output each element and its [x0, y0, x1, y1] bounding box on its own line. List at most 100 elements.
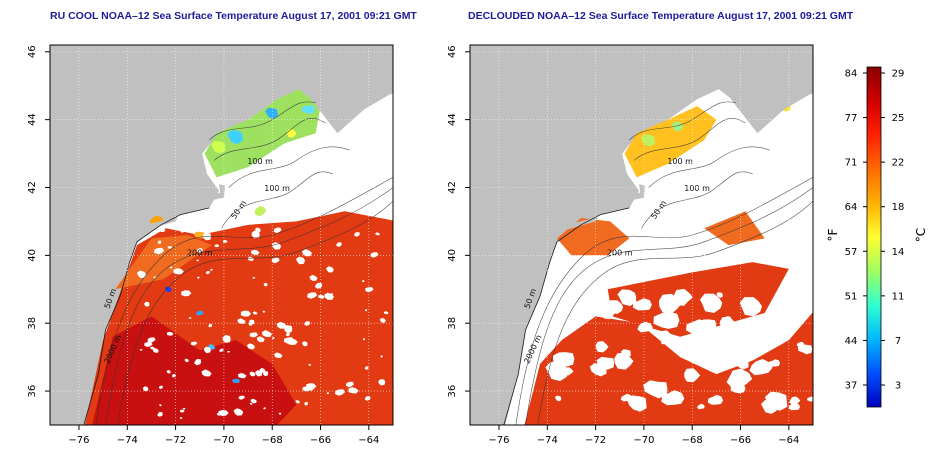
colorbar-label-f: 57	[845, 247, 858, 258]
cloud-speckle	[142, 386, 149, 392]
celsius-label: °C	[914, 228, 928, 242]
cloud-speckle	[383, 311, 389, 315]
cloud-speckle	[208, 323, 213, 328]
colorbar-label-f: 44	[845, 336, 858, 347]
colorbar-label-f: 84	[845, 69, 858, 80]
cold-eddy	[165, 286, 172, 293]
cloud-speckle	[167, 246, 173, 249]
colorbar-label-c: 18	[892, 202, 905, 213]
cloud-speckle	[194, 359, 202, 366]
cloud-gap	[595, 341, 609, 353]
mid-patch	[704, 211, 765, 246]
cloud-speckle	[262, 310, 266, 313]
cloud-speckle	[271, 242, 282, 250]
cloud-speckle	[180, 229, 185, 233]
cloud-gap	[697, 403, 705, 410]
contour-label: 100 m	[264, 184, 290, 193]
cloud-speckle	[379, 317, 386, 323]
depth-contour	[95, 177, 393, 425]
contour-label: 100 m	[684, 184, 710, 193]
cloud-speckle	[249, 402, 253, 405]
cloud-speckle	[302, 249, 312, 257]
cloud-speckle	[238, 373, 247, 379]
cloud-speckle	[173, 268, 184, 275]
cloud-speckle	[274, 352, 283, 358]
cloud-speckle	[196, 259, 200, 262]
cloud-speckle	[179, 417, 183, 419]
cloud-gap	[769, 308, 780, 317]
cloud-gap	[637, 321, 653, 333]
cloud-speckle	[254, 227, 261, 233]
cold-eddy	[195, 310, 204, 316]
depth-contour	[221, 171, 333, 229]
cloud-gap	[789, 396, 801, 405]
depth-contour	[525, 187, 813, 425]
cloud-speckle	[153, 276, 156, 279]
warm-water	[524, 312, 813, 425]
depth-contour	[641, 171, 753, 229]
colorbar-label-c: 22	[892, 158, 905, 169]
y-tick-label: 46	[447, 45, 458, 58]
cloud-speckle	[233, 408, 244, 416]
cloud-speckle	[362, 280, 365, 283]
cloud-speckle	[184, 358, 189, 363]
cloud-speckle	[318, 294, 325, 299]
x-tick-label: −64	[358, 435, 379, 446]
y-tick-label: 44	[447, 113, 458, 126]
fahrenheit-label: °F	[826, 228, 840, 241]
right-map-title: DECLOUDED NOAA–12 Sea Surface Temperatur…	[468, 10, 854, 22]
y-tick-label: 38	[27, 317, 38, 330]
cloud-speckle	[261, 330, 273, 337]
cloud-speckle	[150, 346, 155, 350]
depth-contour	[515, 177, 813, 425]
cloud-speckle	[326, 266, 334, 273]
y-tick-label: 46	[27, 45, 38, 58]
cloud-speckle	[157, 240, 162, 245]
cloud-gap	[689, 343, 716, 361]
cloud-speckle	[210, 268, 213, 271]
cloud-speckle	[214, 244, 220, 248]
cloud-speckle	[314, 282, 323, 289]
cloud-gap	[607, 300, 624, 314]
cool-water	[624, 106, 717, 178]
cloud-speckle	[263, 282, 268, 287]
colorbar-label-f: 51	[845, 291, 858, 302]
cloud-speckle	[302, 341, 308, 347]
cold-patch	[302, 105, 315, 114]
cloud-gap	[567, 302, 591, 319]
cloud-speckle	[306, 383, 317, 390]
cloud-gap	[768, 359, 781, 367]
cloud-speckle	[263, 407, 266, 410]
cloud-speckle	[252, 311, 258, 315]
cloud-speckle	[238, 395, 245, 400]
cold-patch	[227, 130, 243, 144]
y-tick-label: 44	[27, 113, 38, 126]
cloud-gap	[596, 356, 615, 370]
cloud-speckle	[362, 338, 366, 341]
x-tick-label: −68	[682, 435, 703, 446]
cloud-speckle	[295, 400, 300, 404]
cool-patch	[640, 134, 655, 147]
cloud-speckle	[158, 385, 163, 389]
cloud-patch	[231, 171, 263, 197]
cloud-gap	[719, 316, 736, 331]
cloud-gap	[716, 292, 723, 298]
cloud-speckle	[144, 341, 153, 347]
cloud-gap	[807, 396, 813, 402]
mid-water	[556, 218, 630, 256]
cloud-speckle	[326, 392, 329, 395]
cloud-speckle	[380, 355, 383, 358]
x-tick-label: −72	[165, 435, 186, 446]
cloud-speckle	[304, 321, 311, 326]
cloud-speckle	[370, 252, 379, 258]
cloud-gap	[751, 326, 758, 333]
cloud-speckle	[375, 232, 380, 236]
cloud-gap	[552, 352, 575, 367]
cold-eddy	[254, 206, 267, 217]
cool-water	[204, 89, 321, 178]
left-map-title: RU COOL NOAA–12 Sea Surface Temperature …	[50, 10, 417, 22]
colorbar-label-c: 11	[892, 291, 905, 302]
cloud-gap	[659, 293, 682, 314]
